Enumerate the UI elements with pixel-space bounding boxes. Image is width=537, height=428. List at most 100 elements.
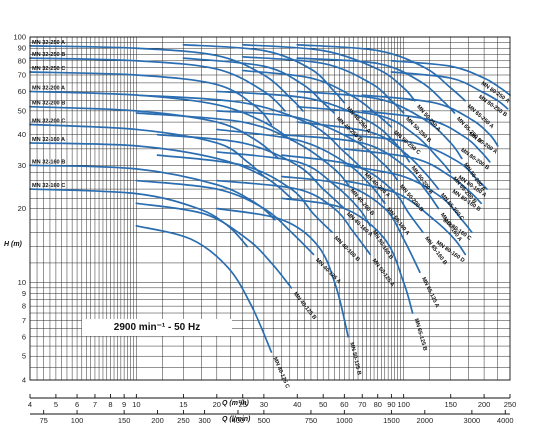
- pump-curve: [215, 151, 372, 227]
- y-tick-label: 50: [18, 106, 26, 115]
- x-tick-label-m3h: 250: [504, 400, 517, 409]
- y-tick-label: 6: [22, 332, 26, 341]
- x-tick-label-m3h: 4: [28, 400, 32, 409]
- y-tick-label: 7: [22, 316, 26, 325]
- pump-curve: [296, 43, 467, 102]
- x-tick-label-lmin: 1000: [336, 416, 353, 425]
- pump-curve: [215, 207, 349, 338]
- pump-curve: [215, 90, 411, 163]
- curve-label: MN 50-125 B: [348, 342, 362, 376]
- pump-curve: [361, 94, 499, 147]
- x-tick-label-m3h: 80: [374, 400, 382, 409]
- pump-curve: [135, 179, 315, 256]
- curve-label: MN 32-160 B: [32, 159, 65, 165]
- x-tick-label-m3h: 50: [319, 400, 327, 409]
- x-tick-label-m3h: 70: [358, 400, 366, 409]
- pump-curve: [135, 202, 293, 289]
- plot-frame: [29, 36, 511, 381]
- pump-curve: [390, 59, 511, 96]
- pump-curve: [280, 197, 414, 314]
- x-tick-label-lmin: 300: [198, 416, 211, 425]
- pump-curve: [241, 43, 416, 102]
- curve-label: MN 32-160 C: [32, 183, 65, 189]
- x-tick-label-lmin: 250: [177, 416, 190, 425]
- pump-curve: [390, 71, 509, 110]
- y-tick-label: 10: [18, 278, 26, 287]
- x-tick-label-lmin: 1500: [383, 416, 400, 425]
- x-axis-title-top: Q (m³/h): [222, 400, 249, 407]
- x-tick-label-m3h: 7: [93, 400, 97, 409]
- x-tick-label-lmin: 4000: [497, 416, 514, 425]
- x-tick-label-m3h: 9: [122, 400, 126, 409]
- y-tick-label: 30: [18, 161, 26, 170]
- curve-label: MN 32-160 A: [32, 137, 65, 143]
- curve-label: MN 65-125 A: [420, 276, 440, 308]
- y-tick-label: 40: [18, 130, 26, 139]
- pump-curve: [296, 57, 456, 114]
- pump-curve: [215, 110, 399, 182]
- pump-curve: [296, 105, 452, 174]
- x-tick-label-m3h: 6: [75, 400, 79, 409]
- pump-curve: [296, 90, 463, 160]
- x-tick-label-lmin: 400: [232, 416, 245, 425]
- y-tick-label: 100: [13, 33, 26, 42]
- pump-curve: [343, 148, 483, 205]
- pump-curve: [135, 112, 349, 186]
- curve-label: MN 32-200 B: [32, 101, 65, 107]
- x-tick-label-m3h: 150: [444, 400, 457, 409]
- pump-curve: [29, 142, 293, 200]
- pump-curve: [280, 154, 424, 234]
- y-tick-label: 8: [22, 302, 26, 311]
- x-tick-label-lmin: 750: [305, 416, 318, 425]
- pump-curve: [215, 179, 372, 256]
- pump-curve: [343, 164, 473, 234]
- curve-label: MN 32-250 C: [32, 66, 65, 72]
- x-tick-label-lmin: 100: [71, 416, 84, 425]
- pump-curve: [241, 69, 393, 128]
- pump-curve: [29, 71, 273, 126]
- pump-curve: [29, 57, 286, 112]
- speed-annotation: 2900 min⁻¹ - 50 Hz: [82, 319, 232, 336]
- x-tick-label-m3h: 40: [293, 400, 301, 409]
- x-tick-label-lmin: 2000: [416, 416, 433, 425]
- pump-curve: [215, 128, 386, 205]
- pump-curve: [29, 90, 293, 141]
- pump-curve: [182, 57, 336, 114]
- y-tick-label: 60: [18, 87, 26, 96]
- curve-label: MN 40-125 C: [272, 356, 291, 389]
- y-tick-label: 80: [18, 56, 26, 65]
- pump-curve: [343, 179, 467, 256]
- curve-label: MN 32-200 A: [32, 85, 65, 91]
- y-tick-label: 20: [18, 204, 26, 213]
- x-tick-label-m3h: 200: [478, 400, 491, 409]
- pump-curve: [29, 105, 280, 160]
- curve-label: MN 32-200 C: [32, 118, 65, 124]
- pump-curve: [135, 224, 273, 353]
- y-tick-label: 9: [22, 289, 26, 298]
- curves: [29, 43, 511, 353]
- pump-curve: [29, 188, 249, 248]
- x-tick-label-lmin: 3000: [464, 416, 481, 425]
- curve-label: MN 40-160 B: [333, 235, 361, 263]
- pump-curve: [156, 133, 346, 210]
- y-tick-label: 90: [18, 44, 26, 53]
- x-axis-title-bottom: Q (l/min): [222, 416, 251, 423]
- x-tick-label-m3h: 10: [132, 400, 140, 409]
- y-tick-label: 5: [22, 352, 26, 361]
- pump-curve: [182, 43, 346, 104]
- pump-curve: [135, 94, 364, 170]
- y-axis-title: H (m): [4, 241, 23, 248]
- x-tick-label-m3h: 25: [239, 400, 247, 409]
- x-tick-label-m3h: 5: [54, 400, 58, 409]
- x-tick-label-m3h: 60: [340, 400, 348, 409]
- y-tick-label: 70: [18, 71, 26, 80]
- x-tick-label-m3h: 8: [108, 400, 112, 409]
- x-tick-label-m3h: 100: [397, 400, 410, 409]
- x-tick-label-lmin: 150: [118, 416, 131, 425]
- x-tick-label-lmin: 75: [39, 416, 47, 425]
- pump-curve: [280, 133, 440, 210]
- pump-curve: [280, 175, 421, 274]
- x-tick-label-m3h: 20: [213, 400, 221, 409]
